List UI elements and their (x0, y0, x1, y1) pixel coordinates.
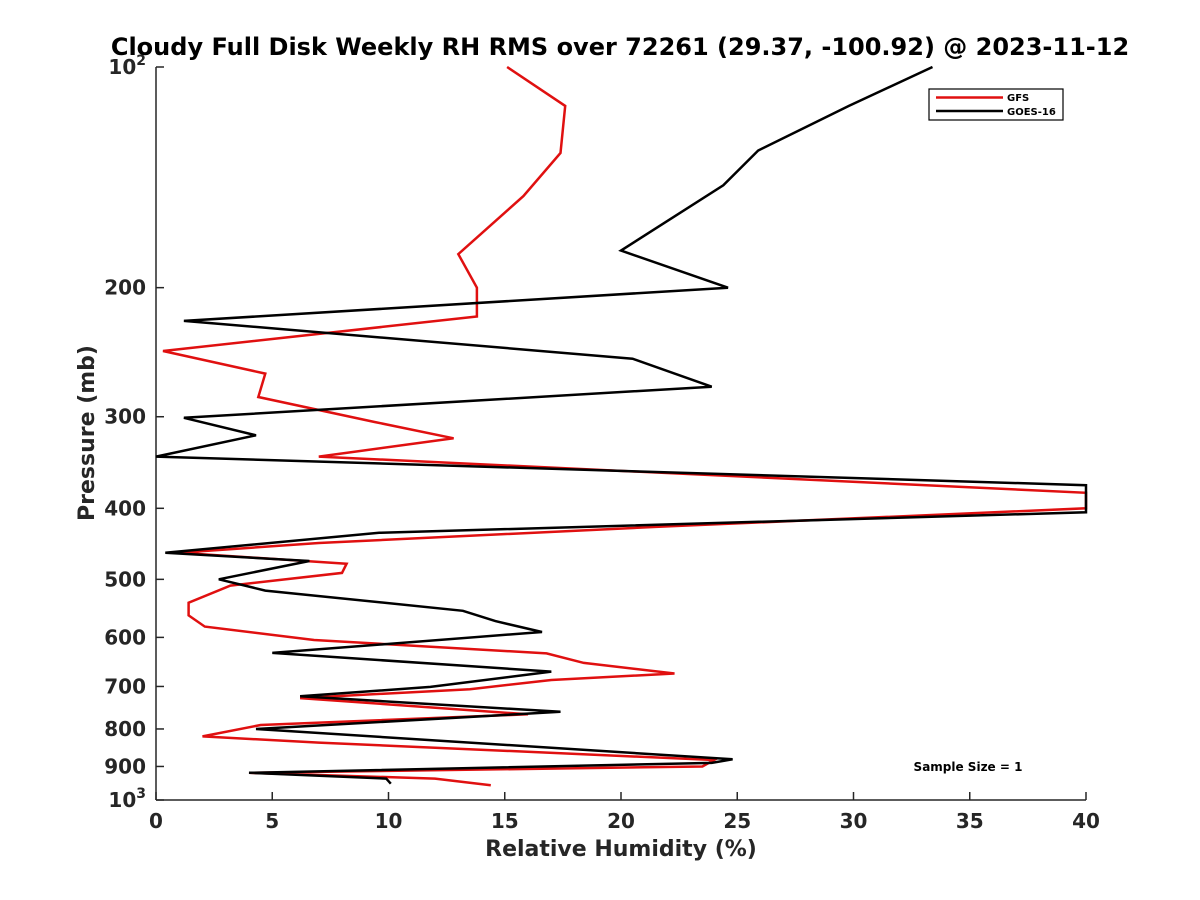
y-tick-label-base: 10 (108, 55, 136, 79)
y-tick-label-exponent: 2 (136, 53, 146, 69)
y-tick-label: 500 (104, 567, 146, 591)
x-tick-label: 20 (607, 809, 635, 833)
plot-area: 0 5 10 15 20 25 30 35 40 10220030040050060070080… (104, 53, 1100, 833)
sample-size-annotation: Sample Size = 1 (914, 760, 1023, 774)
y-tick-label: 102 (108, 53, 146, 79)
legend-label-gfs: GFS (1007, 93, 1029, 104)
series-line-gfs (162, 65, 1088, 787)
x-axis-title: Relative Humidity (%) (485, 837, 757, 862)
y-tick-label: 700 (104, 674, 146, 698)
y-tick-label-exponent: 3 (136, 786, 146, 802)
y-tick-label: 600 (104, 625, 146, 649)
series-lines (155, 65, 1088, 787)
x-tick-label: 40 (1072, 809, 1100, 833)
chart-title: Cloudy Full Disk Weekly RH RMS over 7226… (111, 33, 1129, 61)
x-tick-label: 10 (375, 809, 403, 833)
x-tick-label: 30 (840, 809, 868, 833)
x-tick-label: 0 (149, 809, 163, 833)
x-tick-label: 15 (491, 809, 519, 833)
y-tick-label: 400 (104, 496, 146, 520)
legend-box (928, 88, 1064, 121)
x-axis-ticks: 0 5 10 15 20 25 30 35 40 (149, 792, 1100, 833)
y-axis-title: Pressure (mb) (75, 345, 100, 521)
y-tick-label: 300 (104, 405, 146, 429)
legend-label-goes16: GOES-16 (1007, 107, 1056, 118)
x-tick-label: 5 (265, 809, 279, 833)
legend: GFS GOES-16 (928, 88, 1064, 121)
x-tick-label: 25 (723, 809, 751, 833)
y-tick-label-base: 10 (108, 788, 136, 812)
y-tick-label: 800 (104, 717, 146, 741)
series-line-goes16 (155, 65, 1088, 785)
y-tick-label: 103 (108, 786, 146, 812)
y-tick-label: 200 (104, 276, 146, 300)
x-tick-label: 35 (956, 809, 984, 833)
y-tick-label: 900 (104, 754, 146, 778)
